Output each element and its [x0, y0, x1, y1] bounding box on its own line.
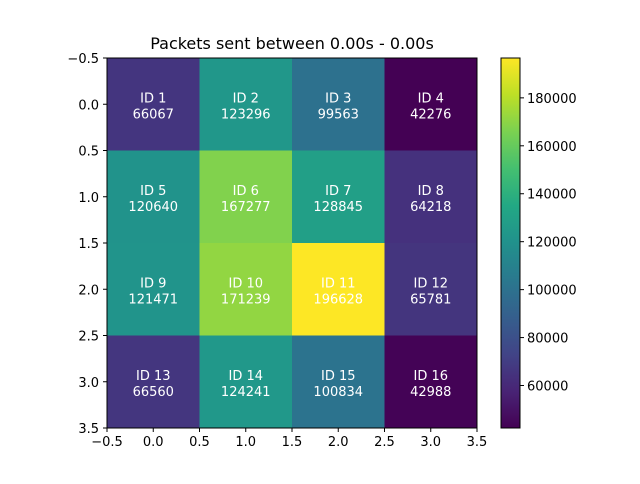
heatmap-cell	[384, 243, 478, 336]
heatmap-cell	[107, 58, 200, 151]
y-tick-label: 2.0	[78, 283, 99, 298]
heatmap-cell	[199, 243, 293, 336]
heatmap-cell	[384, 58, 478, 151]
cell-value-label: 65781	[410, 292, 451, 307]
y-tick-label: 3.5	[78, 422, 99, 437]
cell-value-label: 124241	[221, 385, 271, 400]
x-tick-label: 2.0	[328, 435, 349, 450]
heatmap-cell	[292, 243, 385, 336]
cell-value-label: 99563	[318, 107, 359, 122]
cell-value-label: 66560	[133, 385, 174, 400]
y-tick-label: 2.5	[78, 330, 99, 345]
cell-value-label: 42988	[410, 385, 451, 400]
x-tick-label: 2.5	[374, 435, 395, 450]
cell-value-label: 64218	[410, 200, 451, 215]
cell-id-label: ID 12	[413, 276, 448, 291]
cell-id-label: ID 3	[325, 91, 351, 106]
y-tick-label: 3.0	[78, 376, 99, 391]
cell-id-label: ID 2	[233, 91, 259, 106]
cell-value-label: 171239	[221, 292, 271, 307]
cell-value-label: 42276	[410, 107, 451, 122]
cell-id-label: ID 4	[418, 91, 444, 106]
colorbar-tick-label: 60000	[527, 380, 568, 395]
colorbar-tick-label: 180000	[527, 92, 577, 107]
heatmap-cell	[107, 150, 200, 244]
cell-value-label: 100834	[313, 385, 363, 400]
cell-id-label: ID 13	[136, 369, 171, 384]
x-tick-label: 0.5	[189, 435, 210, 450]
heatmap-cell	[199, 335, 293, 429]
heatmap-cell	[292, 335, 385, 429]
colorbar-tick-label: 140000	[527, 188, 577, 203]
y-tick-label: −0.5	[67, 52, 99, 67]
cell-id-label: ID 14	[228, 369, 263, 384]
cell-id-label: ID 15	[321, 369, 356, 384]
cell-value-label: 120640	[128, 200, 178, 215]
colorbar-gradient	[500, 57, 521, 429]
cell-value-label: 128845	[313, 200, 363, 215]
heatmap-cell	[384, 335, 478, 429]
heatmap-cell	[199, 150, 293, 244]
cell-id-label: ID 8	[418, 184, 444, 199]
cell-value-label: 167277	[221, 200, 271, 215]
x-tick-label: 1.5	[282, 435, 303, 450]
chart-title: Packets sent between 0.00s - 0.00s	[150, 34, 434, 53]
heatmap-cell	[107, 335, 200, 429]
heatmap-cell	[292, 150, 385, 244]
y-tick-label: 1.5	[78, 237, 99, 252]
colorbar-tick-label: 160000	[527, 140, 577, 155]
x-tick-label: 0.0	[143, 435, 164, 450]
y-tick-label: 1.0	[78, 191, 99, 206]
cell-id-label: ID 7	[325, 184, 351, 199]
cell-value-label: 196628	[313, 292, 363, 307]
cell-id-label: ID 10	[228, 276, 263, 291]
heatmap-cells	[107, 58, 478, 429]
colorbar-tick-label: 80000	[527, 332, 568, 347]
cell-id-label: ID 9	[140, 276, 166, 291]
colorbar-tick-label: 120000	[527, 236, 577, 251]
heatmap-cell	[199, 58, 293, 151]
x-tick-label: 3.5	[467, 435, 488, 450]
x-tick-label: −0.5	[91, 435, 123, 450]
cell-value-label: 66067	[133, 107, 174, 122]
colorbar-tick-label: 100000	[527, 284, 577, 299]
x-tick-label: 3.0	[420, 435, 441, 450]
heatmap-cell	[107, 243, 200, 336]
cell-value-label: 123296	[221, 107, 271, 122]
cell-id-label: ID 16	[413, 369, 448, 384]
cell-id-label: ID 1	[140, 91, 166, 106]
colorbar: 60000 80000 100000 120000 140000 160000 180000	[500, 57, 577, 429]
axes: −0.5 0.0 0.5 1.0 1.5 2.0 2.5 3.0 3.5−0.50.00.51.…	[67, 52, 487, 450]
cell-value-label: 121471	[128, 292, 178, 307]
cell-id-label: ID 6	[233, 184, 259, 199]
cell-id-label: ID 11	[321, 276, 356, 291]
cell-id-label: ID 5	[140, 184, 166, 199]
y-tick-label: 0.5	[78, 145, 99, 160]
y-tick-label: 0.0	[78, 98, 99, 113]
heatmap-cell	[384, 150, 478, 244]
heatmap-cell	[292, 58, 385, 151]
x-tick-label: 1.0	[235, 435, 256, 450]
